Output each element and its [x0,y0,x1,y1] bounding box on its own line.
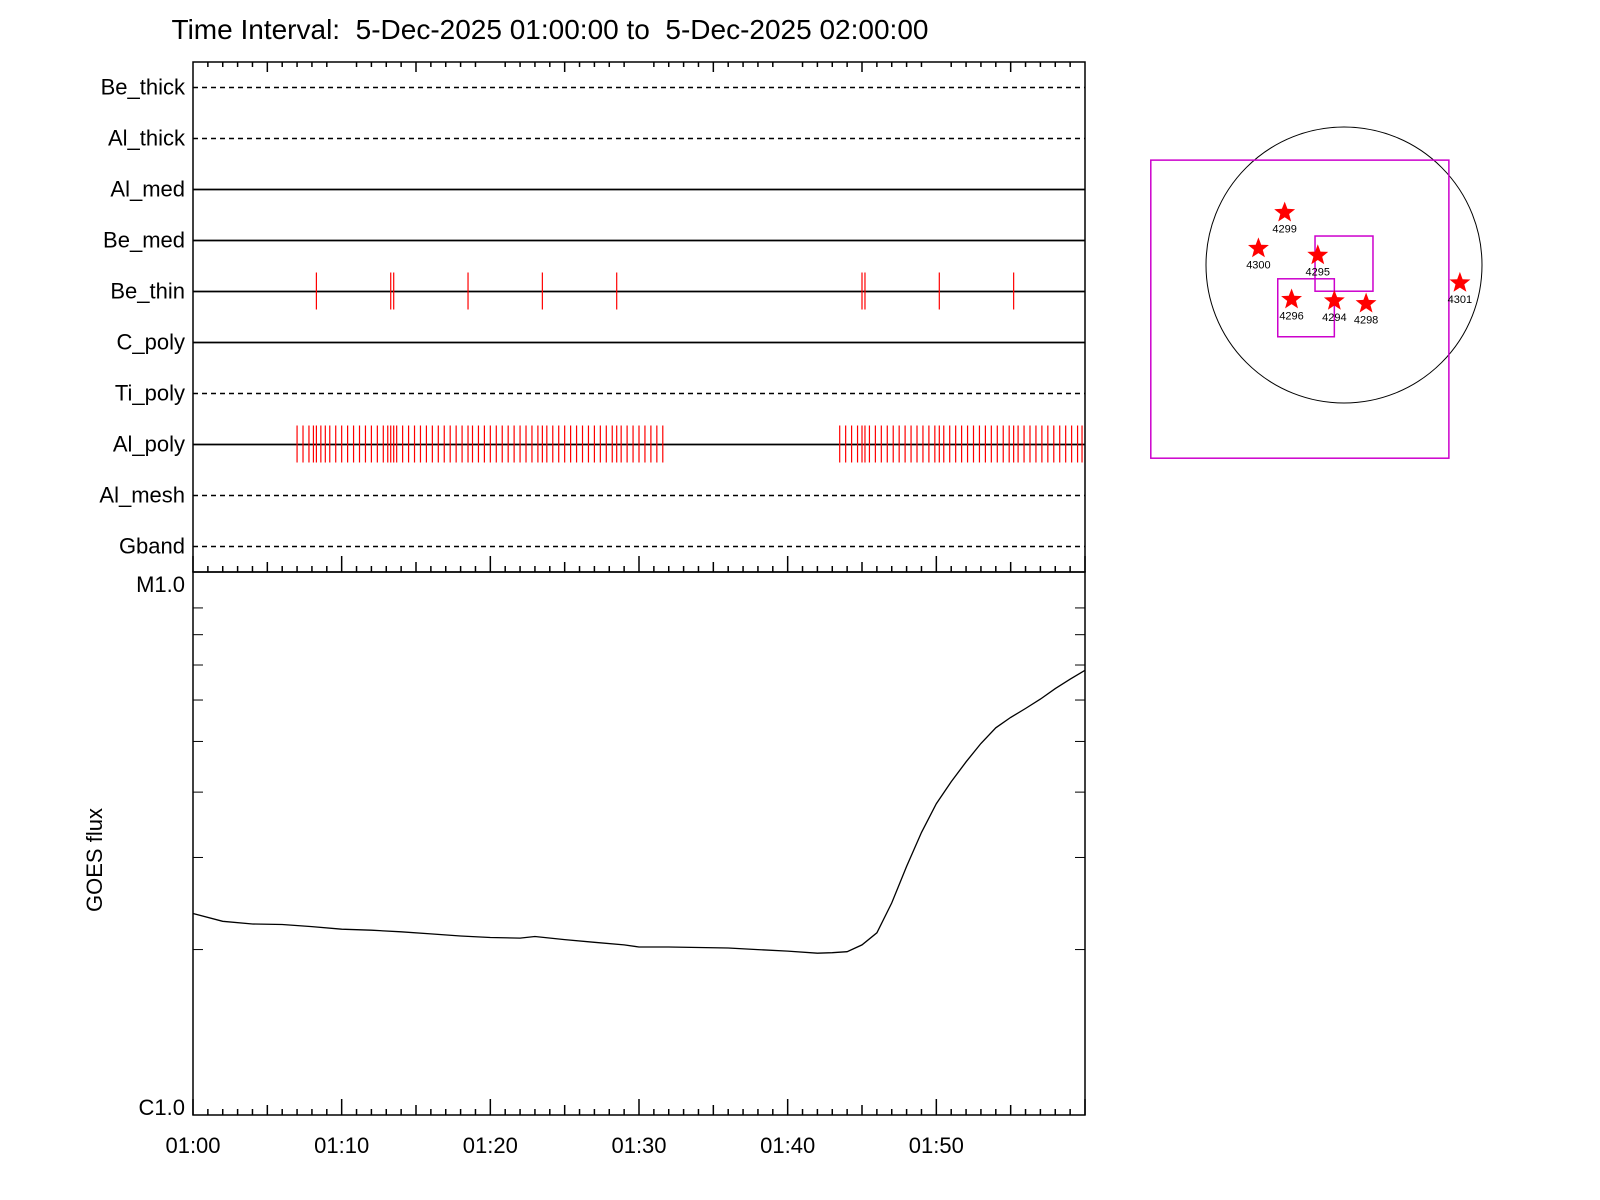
channel-label-Be_thin: Be_thin [110,279,185,304]
fov-box [1277,278,1336,338]
channel-label-Gband: Gband [119,534,185,559]
channel-label-Al_thick: Al_thick [108,126,186,151]
x-tick-label: 01:00 [165,1133,220,1158]
x-tick-label: 01:50 [909,1133,964,1158]
channel-label-Ti_poly: Ti_poly [115,381,185,406]
channel-label-Al_med: Al_med [110,177,185,202]
region-star-marker [1323,289,1345,310]
goes-flux-line [192,669,1086,954]
region-star-marker [1281,288,1302,309]
x-tick-label: 01:10 [314,1133,369,1158]
channel-label-Be_thick: Be_thick [101,75,186,100]
region-label: 4296 [1279,311,1303,323]
page-title: Time Interval: 5-Dec-2025 01:00:00 to 5-… [171,14,929,45]
channel-label-Al_mesh: Al_mesh [99,483,185,508]
channel-label-Be_med: Be_med [103,228,185,253]
channel-label-C_poly: C_poly [117,330,185,355]
region-star-marker [1307,244,1329,265]
region-star-marker [1248,237,1269,258]
y-tick-label: C1.0 [139,1095,185,1120]
x-tick-label: 01:30 [611,1133,666,1158]
channel-label-Al_poly: Al_poly [113,432,185,457]
region-label: 4294 [1322,312,1346,324]
region-label: 4298 [1354,315,1378,327]
region-star-marker [1355,292,1377,313]
solar-disk [1205,126,1483,404]
x-tick-label: 01:40 [760,1133,815,1158]
region-label: 4301 [1448,294,1472,306]
region-label: 4300 [1246,259,1270,271]
fov-box [1314,235,1374,292]
goes-frame [192,571,1086,1116]
region-star-marker [1449,271,1471,292]
x-tick-label: 01:20 [463,1133,518,1158]
region-star-marker [1274,201,1296,222]
fov-box [1150,159,1450,459]
region-label: 4299 [1272,224,1296,236]
region-label: 4295 [1306,266,1330,278]
y-tick-label: M1.0 [136,572,185,597]
